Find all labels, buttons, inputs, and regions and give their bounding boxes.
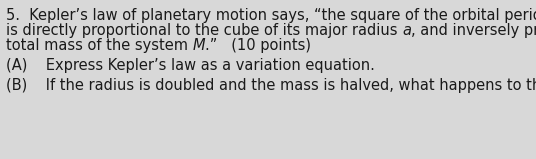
Text: .”   (10 points): .” (10 points)	[205, 38, 311, 53]
Text: a: a	[402, 23, 411, 38]
Text: total mass of the system: total mass of the system	[6, 38, 192, 53]
Text: is directly proportional to the cube of its major radius: is directly proportional to the cube of …	[6, 23, 402, 38]
Text: M: M	[192, 38, 205, 53]
Text: (B)    If the radius is doubled and the mass is halved, what happens to the peri: (B) If the radius is doubled and the mas…	[6, 78, 536, 93]
Text: (A)    Express Kepler’s law as a variation equation.: (A) Express Kepler’s law as a variation …	[6, 58, 375, 73]
Text: , and inversely proportional to the: , and inversely proportional to the	[411, 23, 536, 38]
Text: 5.  Kepler’s law of planetary motion says, “the square of the orbital period: 5. Kepler’s law of planetary motion says…	[6, 8, 536, 23]
